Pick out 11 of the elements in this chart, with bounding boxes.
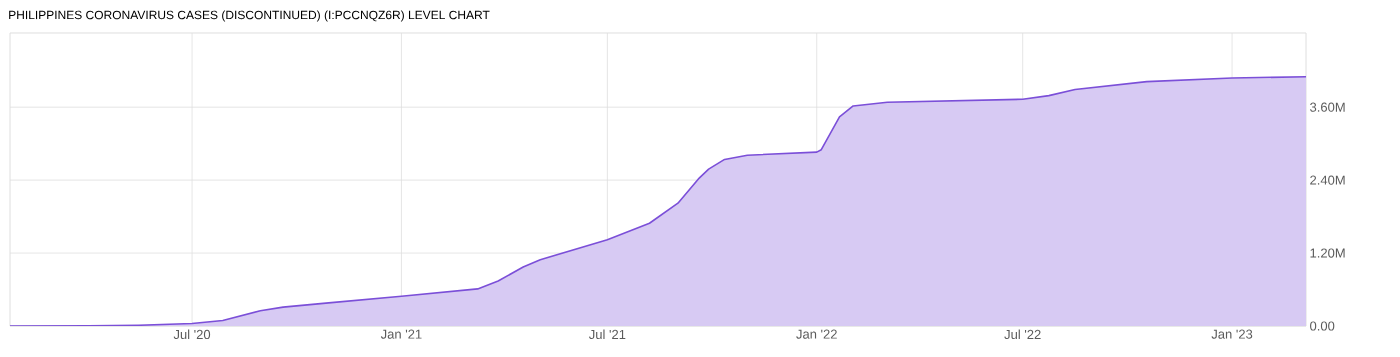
x-tick-label: Jan '23 [1211, 329, 1253, 339]
y-tick-label: 1.20M [1310, 248, 1345, 258]
y-tick-label: 0.00 [1310, 321, 1335, 331]
x-tick-label: Jul '20 [173, 329, 211, 340]
x-tick-label: Jan '21 [380, 329, 422, 339]
y-tick-label: 2.40M [1310, 175, 1345, 185]
chart-title: PHILIPPINES CORONAVIRUS CASES (DISCONTINUED) (I:PCCNQZ6R) LEVEL CHART [9, 10, 490, 22]
x-tick-label: Jul '21 [588, 329, 626, 340]
x-tick-label: Jan '22 [796, 329, 837, 339]
x-tick-label: Jul '22 [1004, 329, 1041, 340]
y-tick-label: 3.60M [1310, 102, 1345, 112]
